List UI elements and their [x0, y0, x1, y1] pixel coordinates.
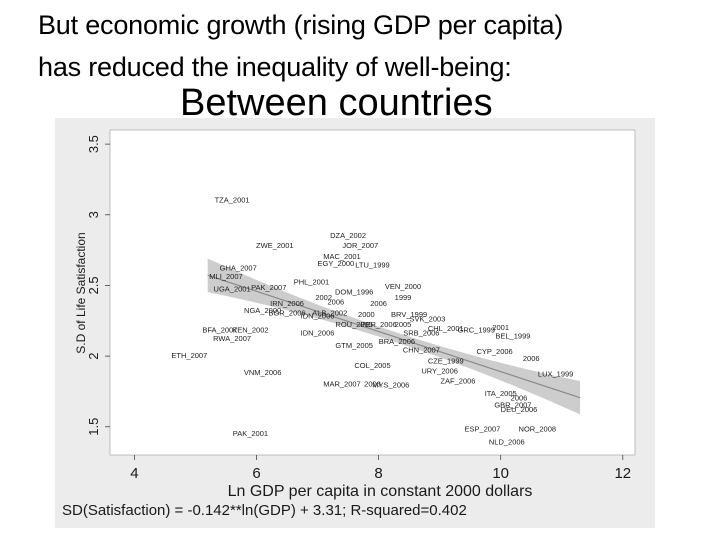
scatter-point-label: 2001 [492, 323, 509, 332]
scatter-point-label: BRV_1999 [391, 310, 427, 319]
scatter-point-label: 1999 [395, 293, 412, 302]
scatter-point-label: GTM_2005 [335, 341, 373, 350]
scatter-chart: 4 6 8 10 12 1.5 2 2.5 3 3.5 TZA_2001 DZA_2002JOR_2… [55, 118, 655, 528]
x-tick-label: 10 [492, 465, 509, 482]
y-tick-label: 2 [86, 352, 101, 359]
scatter-point-label: BEL_1999 [495, 331, 530, 340]
scatter-point-label: RWA_2007 [213, 334, 251, 343]
x-tick-label: 6 [252, 465, 260, 482]
scatter-point-label: GHA_2007 [220, 263, 257, 272]
scatter-point-label: CHL_2001 [428, 324, 464, 333]
scatter-point-label: BFA_2007 [202, 326, 237, 335]
y-tick-label: 2.5 [86, 276, 101, 294]
scatter-point-label: GBR_2007 [494, 401, 531, 410]
scatter-point-label: GRC_1999 [458, 326, 496, 335]
scatter-point-label: MAR_2007 [323, 379, 361, 388]
scatter-point-label: 2006 [370, 299, 387, 308]
scatter-point-label: COL_2005 [354, 361, 390, 370]
scatter-point-label: LTU_1999 [355, 261, 389, 270]
scatter-point-label: NOR_2008 [519, 425, 557, 434]
scatter-point-label: ALB_2002 [312, 309, 347, 318]
scatter-point-label: CYP_2006 [476, 347, 512, 356]
slide-heading-line-1: But economic growth (rising GDP per capi… [38, 10, 564, 40]
x-tick-label: 4 [130, 465, 138, 482]
x-tick-label: 8 [374, 465, 382, 482]
scatter-point-label: PHL_2001 [294, 278, 329, 287]
scatter-point-label: UGA_2001 [214, 285, 251, 294]
fit-line [207, 274, 581, 399]
scatter-point-label: MLI_2007 [209, 272, 242, 281]
scatter-point-label: LUX_1999 [538, 369, 573, 378]
scatter-point-label: 2005 [395, 320, 412, 329]
scatter-point-label: SRB_2006 [403, 328, 439, 337]
scatter-point-label: 2006 [511, 393, 528, 402]
scatter-point-label: JOR_2007 [342, 241, 378, 250]
scatter-point-label: ETH_2007 [171, 351, 207, 360]
scatter-point-label: DOM_1996 [335, 287, 373, 296]
scatter-point-label: TZA_2001 [215, 196, 250, 205]
scatter-point-label: DZA_2002 [330, 231, 366, 240]
y-tick-label: 3.5 [86, 135, 101, 153]
y-tick-label: 1.5 [86, 418, 101, 436]
scatter-point-label: BGR_2006 [268, 309, 305, 318]
scatter-point-label: IDN_2006 [301, 328, 335, 337]
scatter-point-label: URY_2006 [421, 367, 458, 376]
scatter-point-label: DEU_2006 [501, 405, 538, 414]
scatter-point-label: CZE_1999 [428, 357, 464, 366]
x-axis-label: Ln GDP per capita in constant 2000 dolla… [228, 483, 533, 500]
scatter-point-label: 2006 [328, 297, 345, 306]
scatter-point-label: 2000 [358, 310, 375, 319]
scatter-point-label: NLD_2006 [489, 437, 525, 446]
scatter-point-label: SVK_2003 [410, 314, 446, 323]
scatter-point-label: 2003 [364, 379, 381, 388]
scatter-point-label: VNM_2006 [244, 368, 282, 377]
scatter-point-label: IDN_2006 [301, 312, 335, 321]
scatter-point-label: 2006 [523, 354, 540, 363]
y-tick-label: 3 [86, 211, 101, 218]
scatter-point-label: PAK_2001 [233, 429, 268, 438]
scatter-point-label: ITA_2005 [485, 389, 517, 398]
scatter-point-label: ZWE_2001 [256, 241, 294, 250]
scatter-point-label: PAK_2007 [251, 283, 286, 292]
scatter-point-label: ROU_2005 [335, 320, 373, 329]
scatter-point-label: NGA_2000 [244, 306, 281, 315]
scatter-point-label: 2002 [315, 293, 332, 302]
scatter-point-label: KEN_2002 [232, 326, 268, 335]
x-tick-label: 12 [614, 465, 631, 482]
plot-area [109, 129, 636, 456]
scatter-point-label: MYS_2006 [372, 381, 409, 390]
scatter-point-label: IRN_2006 [270, 299, 304, 308]
scatter-point-label: ESP_2007 [464, 425, 500, 434]
slide-heading-line-2: has reduced the inequality of well-being… [38, 52, 512, 82]
scatter-point-label: EGY_2000 [318, 259, 355, 268]
scatter-point-label: CHN_2007 [403, 345, 440, 354]
scatter-point-label: VEN_2000 [385, 282, 421, 291]
scatter-point-label: ZAF_2006 [440, 377, 475, 386]
scatter-point-label: BRA_2006 [379, 337, 415, 346]
scatter-point-label: PER_2006 [360, 320, 396, 329]
y-axis-label: S.D of Life Satisfaction [74, 232, 88, 353]
slide-subheading: Between countries [180, 82, 493, 124]
regression-annotation: SD(Satisfaction) = -0.142**ln(GDP) + 3.3… [62, 502, 467, 519]
scatter-point-label: MAC_2001 [323, 252, 361, 261]
